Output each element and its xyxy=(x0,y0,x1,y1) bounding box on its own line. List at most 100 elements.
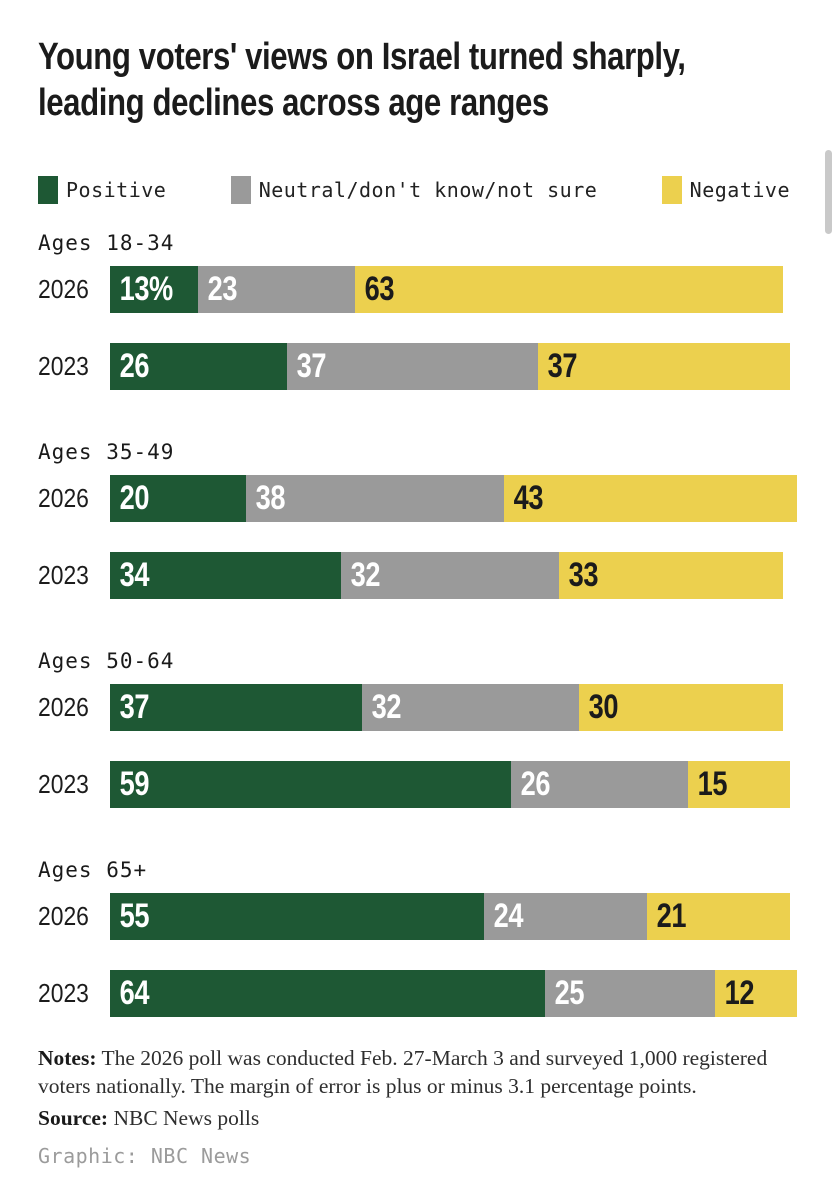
chart-card: Young voters' views on Israel turned sha… xyxy=(38,36,797,1168)
year-label: 2026 xyxy=(38,274,89,304)
bar-segment-negative: 33 xyxy=(558,552,784,599)
bar-track: 34 32 33 xyxy=(110,552,790,599)
bar-value-label: 37 xyxy=(119,688,150,726)
footer: Notes: The 2026 poll was conducted Feb. … xyxy=(38,1044,796,1168)
legend-item: Positive xyxy=(38,176,166,204)
bar-value-label: 24 xyxy=(493,897,524,935)
bar-segment-neutral: 24 xyxy=(484,893,648,940)
bar-value-label: 43 xyxy=(513,479,544,517)
bar-row: 2023 59 26 15 xyxy=(38,761,790,808)
bar-segment-positive: 37 xyxy=(110,684,362,731)
bar-value-label: 33 xyxy=(568,556,598,594)
bar-value-label: 26 xyxy=(520,765,551,803)
source: Source: NBC News polls xyxy=(38,1104,796,1132)
legend-swatch-icon xyxy=(230,176,251,204)
bar-segment-negative: 43 xyxy=(504,475,797,522)
bar-track: 55 24 21 xyxy=(110,893,790,940)
bar-value-label: 55 xyxy=(119,897,150,935)
bar-value-label: 21 xyxy=(656,897,687,935)
scrollbar-thumb[interactable] xyxy=(825,150,832,234)
bar-value-label: 20 xyxy=(119,479,150,517)
bar-segment-negative: 21 xyxy=(647,893,790,940)
bar-row: 2026 13% 23 63 xyxy=(38,266,790,313)
bar-value-label: 26 xyxy=(119,347,150,385)
age-group: Ages 50-64 2026 37 32 30 2023 59 26 15 xyxy=(38,649,790,808)
bar-track: 64 25 12 xyxy=(110,970,797,1017)
bar-row: 2026 37 32 30 xyxy=(38,684,790,731)
bar-track: 13% 23 63 xyxy=(110,266,790,313)
year-label: 2023 xyxy=(38,978,89,1008)
bar-value-label: 12 xyxy=(724,974,755,1012)
legend-label: Negative xyxy=(689,178,790,202)
legend-swatch-icon xyxy=(661,176,682,204)
bar-segment-negative: 63 xyxy=(354,266,784,313)
bar-segment-neutral: 32 xyxy=(361,684,580,731)
legend-label: Positive xyxy=(66,178,167,202)
bar-value-label: 32 xyxy=(371,688,401,726)
bar-segment-positive: 26 xyxy=(110,343,287,390)
bar-segment-negative: 30 xyxy=(579,684,784,731)
bar-row: 2026 20 38 43 xyxy=(38,475,797,522)
notes-label: Notes: xyxy=(38,1046,97,1070)
bar-segment-neutral: 38 xyxy=(246,475,505,522)
source-label: Source: xyxy=(38,1106,109,1130)
age-group-label: Ages 65+ xyxy=(38,858,148,882)
age-group: Ages 35-49 2026 20 38 43 2023 34 32 33 xyxy=(38,440,797,599)
bar-value-label: 37 xyxy=(296,347,326,385)
legend-label: Neutral/don't know/not sure xyxy=(258,178,598,202)
legend: Positive Neutral/don't know/not sure Negat… xyxy=(38,176,790,204)
year-label: 2026 xyxy=(38,901,89,931)
bar-value-label: 23 xyxy=(207,270,238,308)
bar-segment-positive: 55 xyxy=(110,893,484,940)
bar-segment-neutral: 32 xyxy=(341,552,559,599)
bar-value-label: 32 xyxy=(350,556,381,594)
bar-value-label: 64 xyxy=(119,974,150,1012)
bar-segment-neutral: 37 xyxy=(286,343,539,390)
bar-segment-negative: 12 xyxy=(715,970,797,1017)
page-title: Young voters' views on Israel turned sha… xyxy=(38,36,686,124)
graphic-credit: Graphic: NBC News xyxy=(38,1144,252,1168)
bar-segment-positive: 34 xyxy=(110,552,342,599)
bar-track: 26 37 37 xyxy=(110,343,790,390)
age-group: Ages 65+ 2026 55 24 21 2023 64 25 12 xyxy=(38,858,797,1017)
bar-value-label: 15 xyxy=(697,765,728,803)
legend-item: Neutral/don't know/not sure xyxy=(230,176,598,204)
bar-segment-positive: 64 xyxy=(110,970,546,1017)
bar-row: 2023 64 25 12 xyxy=(38,970,797,1017)
bar-segment-negative: 15 xyxy=(687,761,790,808)
age-group-label: Ages 35-49 xyxy=(38,440,175,464)
bar-segment-positive: 59 xyxy=(110,761,512,808)
bar-segment-positive: 20 xyxy=(110,475,246,522)
bar-track: 37 32 30 xyxy=(110,684,790,731)
bar-segment-negative: 37 xyxy=(538,343,790,390)
bar-row: 2023 34 32 33 xyxy=(38,552,790,599)
year-label: 2026 xyxy=(38,483,89,513)
legend-item: Negative xyxy=(661,176,790,204)
chart: Ages 18-34 2026 13% 23 63 2023 26 37 37 Ages 35-4… xyxy=(38,231,797,1017)
bar-value-label: 34 xyxy=(119,556,150,594)
bar-value-label: 37 xyxy=(547,347,578,385)
notes: Notes: The 2026 poll was conducted Feb. … xyxy=(38,1044,796,1100)
age-group-label: Ages 18-34 xyxy=(38,231,175,255)
age-group-label: Ages 50-64 xyxy=(38,649,175,673)
bar-track: 20 38 43 xyxy=(110,475,797,522)
bar-value-label: 30 xyxy=(588,688,619,726)
bar-value-label: 63 xyxy=(364,270,394,308)
year-label: 2023 xyxy=(38,769,89,799)
year-label: 2026 xyxy=(38,692,89,722)
year-label: 2023 xyxy=(38,351,89,381)
bar-track: 59 26 15 xyxy=(110,761,790,808)
bar-segment-positive: 13% xyxy=(110,266,199,313)
legend-swatch-icon xyxy=(38,176,58,204)
bar-segment-neutral: 26 xyxy=(511,761,688,808)
year-label: 2023 xyxy=(38,560,89,590)
bar-value-label: 25 xyxy=(554,974,585,1012)
bar-segment-neutral: 25 xyxy=(545,970,716,1017)
bar-value-label: 59 xyxy=(119,765,150,803)
source-text: NBC News polls xyxy=(108,1106,260,1130)
bar-value-label: 38 xyxy=(255,479,286,517)
age-group: Ages 18-34 2026 13% 23 63 2023 26 37 37 xyxy=(38,231,790,390)
bar-segment-neutral: 23 xyxy=(198,266,355,313)
bar-value-label: 13% xyxy=(119,270,174,308)
bar-row: 2026 55 24 21 xyxy=(38,893,790,940)
